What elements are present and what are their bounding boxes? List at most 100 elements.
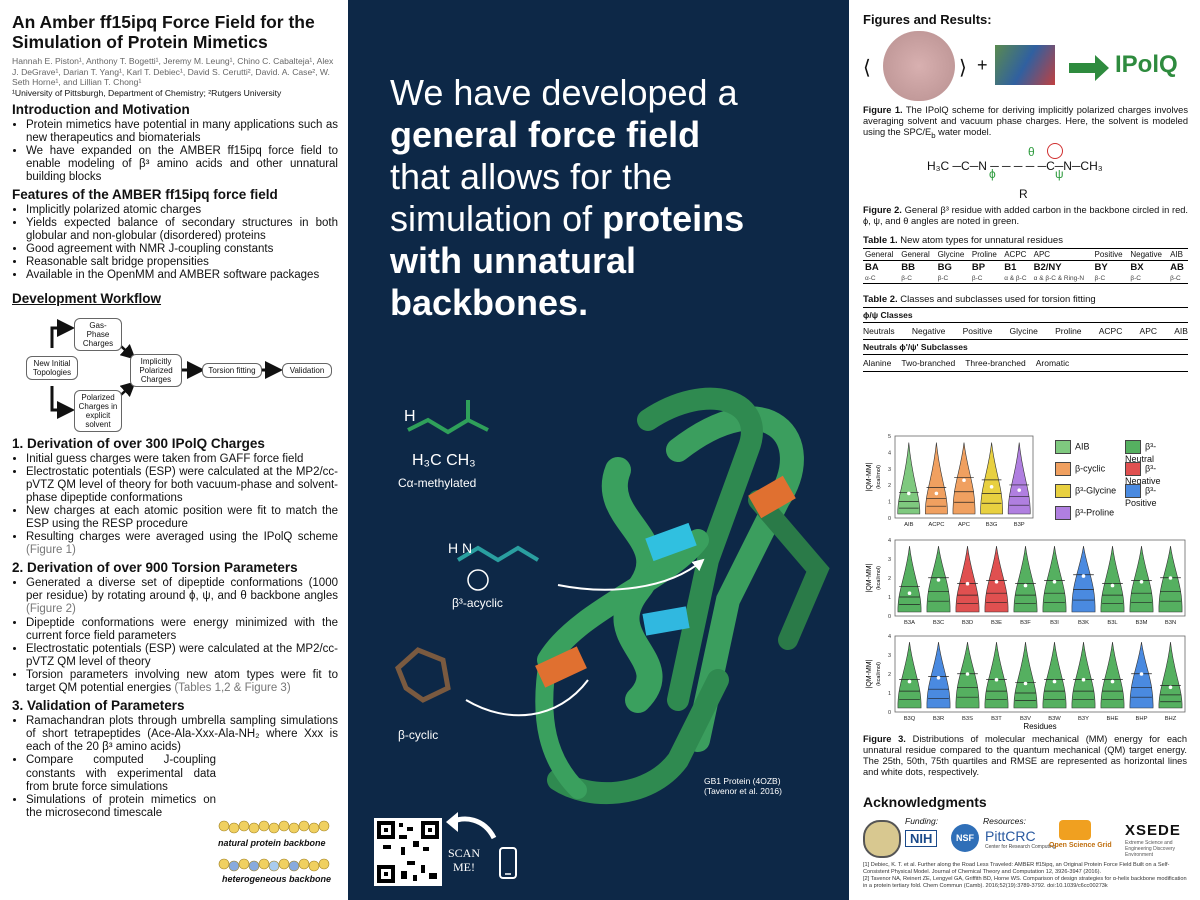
y-axis-unit: (kcal/mol) — [876, 465, 882, 489]
protein-caption: GB1 Protein (4OZB) (Tavenor et al. 2016) — [704, 776, 782, 796]
y-tick-label: 5 — [888, 434, 891, 440]
y-tick-label: 3 — [888, 557, 891, 563]
subclass-header: Neutrals ϕ'/ψ' Subclasses — [863, 340, 1188, 355]
table-cell: β-C — [901, 274, 912, 282]
list-item: Available in the OpenMM and AMBER softwa… — [26, 269, 338, 282]
plus-symbol: + — [977, 55, 988, 75]
list-item: Ramachandran plots through umbrella samp… — [26, 715, 338, 754]
list-item: Implicitly polarized atomic charges — [26, 204, 338, 217]
rmse-dot — [962, 478, 966, 483]
table-cell: APC — [1139, 325, 1158, 336]
x-tick-label: APC — [958, 522, 970, 528]
pitt-seal-logo — [863, 820, 901, 858]
headline: We have developed a general force field … — [390, 72, 745, 323]
rmse-dot — [907, 491, 911, 496]
y-tick-label: 3 — [888, 467, 891, 473]
rmse-dot — [1168, 576, 1173, 580]
x-tick-label: B3T — [991, 716, 1002, 722]
rmse-dot — [965, 581, 970, 586]
table1-title: Table 1. New atom types for unnatural re… — [863, 234, 1063, 246]
rmse-dot — [1023, 583, 1028, 588]
features-heading: Features of the AMBER ff15ipq force fiel… — [12, 186, 278, 202]
rmse-dot — [1168, 685, 1173, 690]
workflow-box-gas: Gas-Phase Charges — [74, 317, 122, 351]
rmse-dot — [936, 578, 941, 582]
theta-label: θ — [1028, 144, 1035, 159]
figure2-image: H₃C ─C─N ─ ─ ─ ─ ─C─N─CH₃ θ ϕ ψ R — [863, 142, 1188, 205]
sec2-list: Generated a diverse set of dipeptide con… — [12, 577, 338, 695]
phipsi-header: ϕ/ψ Classes — [863, 308, 1188, 323]
table2-title: Table 2. Classes and subclasses used for… — [863, 293, 1096, 305]
table-cell: B1 — [1004, 261, 1017, 273]
psi-label: ψ — [1055, 166, 1064, 181]
results-heading: Figures and Results: — [863, 12, 992, 27]
x-tick-label: B3N — [1165, 620, 1176, 626]
scan-me-text: SCAN ME! — [448, 846, 481, 874]
rmse-dot — [907, 591, 912, 595]
table-row: α-C β-C β-C β-C α & β-C α & β-C & Ring-N β-C β-… — [863, 274, 1188, 284]
x-tick-label: B3V — [1020, 716, 1031, 722]
sec3-heading: 3. Validation of Parameters — [12, 698, 185, 714]
rmse-dot — [1081, 677, 1086, 682]
table-header-cell: Proline — [971, 249, 997, 259]
y-axis-label: |QM-MM| — [866, 659, 873, 688]
r-group-label: R — [1019, 186, 1028, 201]
angle-bracket-left: ⟨ — [863, 57, 871, 79]
angle-bracket-right: ⟩ — [959, 57, 967, 79]
bcyclic-label: β-cyclic — [398, 728, 439, 742]
table-cell: Three-branched — [965, 357, 1026, 368]
violin — [1007, 442, 1031, 515]
x-tick-label: B3A — [904, 620, 915, 626]
figure1-image: ⟨ ⟩ + IPolQ — [863, 31, 1188, 101]
table-cell: BB — [901, 261, 916, 273]
table-header-cell: APC — [1033, 249, 1051, 259]
violin — [926, 642, 951, 709]
y-tick-label: 0 — [888, 516, 891, 522]
violin — [1013, 546, 1038, 613]
y-tick-label: 4 — [888, 450, 891, 456]
right-panel: Figures and Results: ⟨ ⟩ + IPolQ Figure … — [849, 0, 1200, 900]
rmse-dot — [1110, 583, 1115, 588]
list-item: Compare computed J-coupling constants wi… — [26, 754, 216, 793]
y-tick-label: 3 — [888, 653, 891, 659]
violin — [925, 442, 948, 515]
y-tick-label: 2 — [888, 576, 891, 582]
backbone-beads — [218, 820, 330, 872]
x-tick-label: B3M — [1136, 620, 1148, 626]
violin — [897, 442, 921, 515]
nsf-logo: NSF — [951, 824, 979, 852]
x-tick-label: B3Q — [904, 716, 916, 722]
intro-heading: Introduction and Motivation — [12, 101, 190, 117]
violin — [980, 442, 1003, 515]
x-tick-label: ACPC — [928, 522, 944, 528]
table-header-cell: Glycine — [937, 249, 965, 259]
funding-label: Funding: — [905, 816, 939, 826]
table-header-cell: General — [865, 249, 894, 259]
x-tick-label: B3K — [1078, 620, 1089, 626]
rmse-dot — [1023, 681, 1028, 686]
violin — [897, 546, 922, 613]
legend-item: AIB — [1055, 440, 1090, 454]
intro-list: Protein mimetics have potential in many … — [12, 119, 338, 184]
table-cell: B2/NY — [1033, 261, 1062, 273]
legend-item: β³-Negative — [1125, 462, 1161, 486]
table-cell: BX — [1130, 261, 1144, 273]
features-list: Implicitly polarized atomic charges Yiel… — [12, 204, 338, 283]
chem-structure-text: H₃C ─C─N ─ ─ ─ ─ ─C─N─CH₃ — [927, 158, 1103, 173]
table-cell: AB — [1170, 261, 1184, 273]
table-cell: β-C — [937, 274, 949, 282]
list-item: Electrostatic potentials (ESP) were calc… — [26, 466, 338, 505]
legend-item: β³-Neutral — [1125, 440, 1157, 464]
violin — [1071, 546, 1096, 613]
table-cell: Positive — [962, 325, 993, 336]
list-item: Generated a diverse set of dipeptide con… — [26, 577, 338, 616]
violin — [1100, 642, 1125, 709]
qr-code[interactable] — [374, 818, 442, 886]
x-tick-label: B3F — [1020, 620, 1031, 626]
methyl-formula: H — [404, 408, 416, 425]
logos-row: Funding: NIH NSF Resources: PittCRC Cent… — [863, 816, 1193, 858]
violin — [984, 642, 1009, 709]
table-cell: Negative — [911, 325, 946, 336]
table-cell: β-C — [1130, 274, 1141, 282]
